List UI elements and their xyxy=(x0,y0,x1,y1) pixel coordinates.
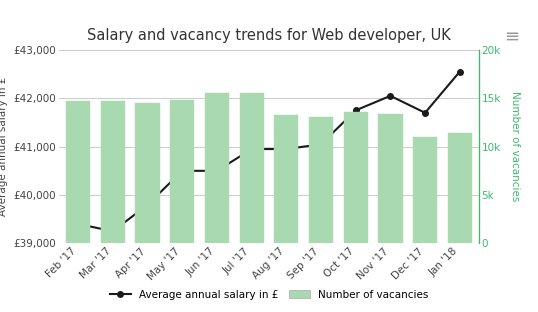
Bar xyxy=(274,115,299,243)
Bar xyxy=(239,94,264,243)
Bar xyxy=(66,101,90,243)
Bar xyxy=(448,133,472,243)
Bar xyxy=(344,112,368,243)
Legend: Average annual salary in £, Number of vacancies: Average annual salary in £, Number of va… xyxy=(105,285,433,304)
Bar xyxy=(136,103,160,243)
Text: Salary and vacancy trends for Web developer, UK: Salary and vacancy trends for Web develo… xyxy=(87,28,451,43)
Bar xyxy=(205,94,229,243)
Bar xyxy=(170,100,194,243)
Y-axis label: Average annual salary in £: Average annual salary in £ xyxy=(0,77,8,216)
Bar xyxy=(101,101,125,243)
Text: ≡: ≡ xyxy=(504,28,519,46)
Bar xyxy=(413,137,437,243)
Bar xyxy=(309,117,333,243)
Bar xyxy=(378,114,402,243)
Y-axis label: Number of vacancies: Number of vacancies xyxy=(511,91,520,202)
